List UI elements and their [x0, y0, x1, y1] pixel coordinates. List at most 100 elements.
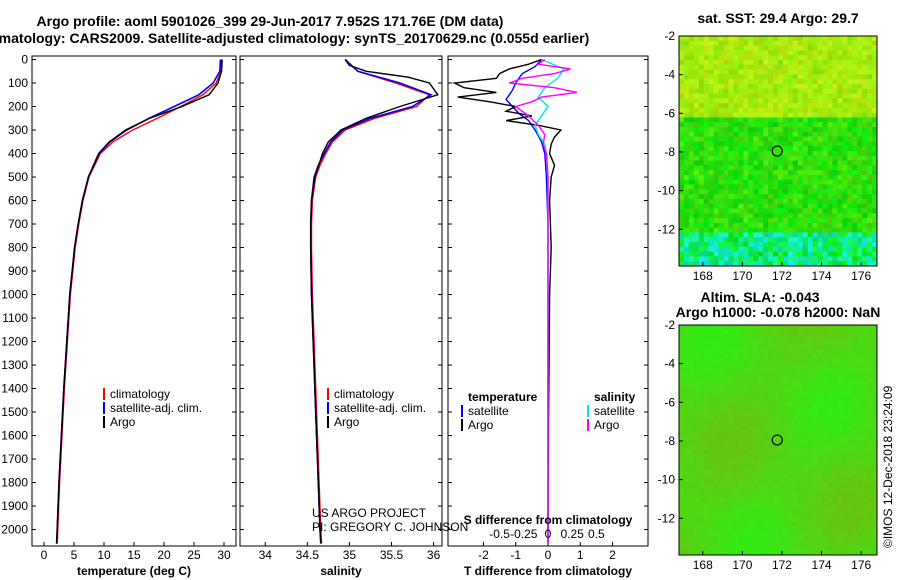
- map-cell: [822, 59, 828, 66]
- map-cell: [787, 174, 794, 181]
- map-cell: [773, 227, 779, 233]
- map-cell: [802, 251, 809, 257]
- map-cell: [763, 358, 769, 364]
- map-cell: [867, 416, 873, 422]
- map-cell: [748, 344, 754, 350]
- map-cell: [763, 83, 769, 90]
- map-cell: [797, 218, 804, 224]
- map-cell: [728, 151, 734, 157]
- map-cell: [807, 416, 814, 422]
- map-cell: [693, 107, 700, 114]
- map-cell: [867, 531, 873, 537]
- map-cell: [822, 425, 828, 431]
- map-cell: [817, 218, 823, 224]
- map-cell: [718, 550, 724, 556]
- map-cell: [718, 483, 724, 489]
- map-cell: [703, 416, 710, 422]
- map-cell: [693, 444, 700, 450]
- map-cell: [792, 325, 799, 331]
- map-cell: [683, 246, 690, 253]
- x-axis-label: temperature (deg C): [77, 564, 191, 578]
- map-cell: [728, 50, 734, 56]
- map-cell: [857, 36, 863, 42]
- map-cell: [832, 136, 838, 142]
- map-cell: [812, 497, 818, 503]
- map-cell: [693, 435, 700, 441]
- map-cell: [807, 502, 814, 508]
- map-cell: [693, 478, 700, 484]
- map-cell: [872, 246, 878, 253]
- map-cell: [763, 487, 769, 494]
- map-cell: [718, 325, 724, 331]
- map-cell: [698, 545, 705, 551]
- map-cell: [817, 174, 823, 181]
- map-cell: [852, 502, 858, 508]
- map-cell: [837, 155, 843, 161]
- map-cell: [738, 36, 744, 42]
- map-cell: [728, 368, 734, 374]
- map-cell: [857, 535, 863, 542]
- map-cell: [862, 155, 868, 161]
- map-cell: [802, 420, 809, 427]
- map-cell: [857, 430, 863, 436]
- map-cell: [852, 107, 858, 114]
- map-cell: [728, 502, 734, 508]
- map-cell: [738, 368, 744, 374]
- map-cell: [748, 45, 754, 51]
- map-cell: [802, 440, 809, 446]
- map-cell: [802, 540, 809, 546]
- map-cell: [768, 127, 774, 133]
- map-cell: [708, 363, 715, 369]
- map-cell: [738, 440, 744, 446]
- map-cell: [807, 146, 814, 152]
- map-cell: [782, 440, 789, 446]
- map-cell: [708, 382, 715, 388]
- map-cell: [718, 55, 724, 61]
- map-cell: [728, 545, 734, 551]
- map-cell: [857, 463, 863, 470]
- map-cell: [698, 256, 705, 262]
- map-cell: [802, 131, 809, 138]
- map-cell: [782, 430, 789, 436]
- map-cell: [679, 103, 685, 109]
- map-cell: [708, 545, 715, 551]
- map-cell: [733, 222, 739, 229]
- map-cell: [778, 165, 784, 171]
- map-cell: [708, 203, 715, 209]
- map-cell: [807, 141, 814, 147]
- map-cell: [817, 545, 823, 551]
- map-cell: [718, 184, 724, 190]
- map-cell: [852, 64, 858, 70]
- map-cell: [797, 242, 804, 248]
- map-cell: [847, 127, 853, 133]
- map-cell: [728, 487, 734, 494]
- map-cell: [872, 325, 878, 331]
- map-cell: [693, 545, 700, 551]
- map-cell: [703, 459, 710, 465]
- map-cell: [847, 550, 853, 556]
- map-cell: [802, 117, 809, 123]
- map-cell: [867, 420, 873, 427]
- map-cell: [782, 237, 789, 243]
- map-cell: [792, 372, 799, 379]
- map-cell: [683, 227, 690, 233]
- map-cell: [728, 88, 734, 94]
- map-cell: [812, 170, 818, 176]
- map-cell: [847, 363, 853, 369]
- map-cell: [698, 382, 705, 388]
- map-cell: [812, 531, 818, 537]
- map-cell: [817, 550, 823, 556]
- map-cell: [842, 430, 848, 436]
- map-cell: [679, 468, 685, 474]
- map-cell: [827, 131, 833, 138]
- map-cell: [773, 396, 779, 403]
- map-cell: [847, 98, 853, 104]
- map-cell: [753, 344, 759, 350]
- map-cell: [728, 246, 734, 253]
- map-cell: [718, 344, 724, 350]
- map-cell: [758, 131, 764, 138]
- map-cell: [713, 449, 719, 455]
- map-cell: [758, 368, 764, 374]
- map-cell: [782, 112, 789, 118]
- map-cell: [758, 550, 764, 556]
